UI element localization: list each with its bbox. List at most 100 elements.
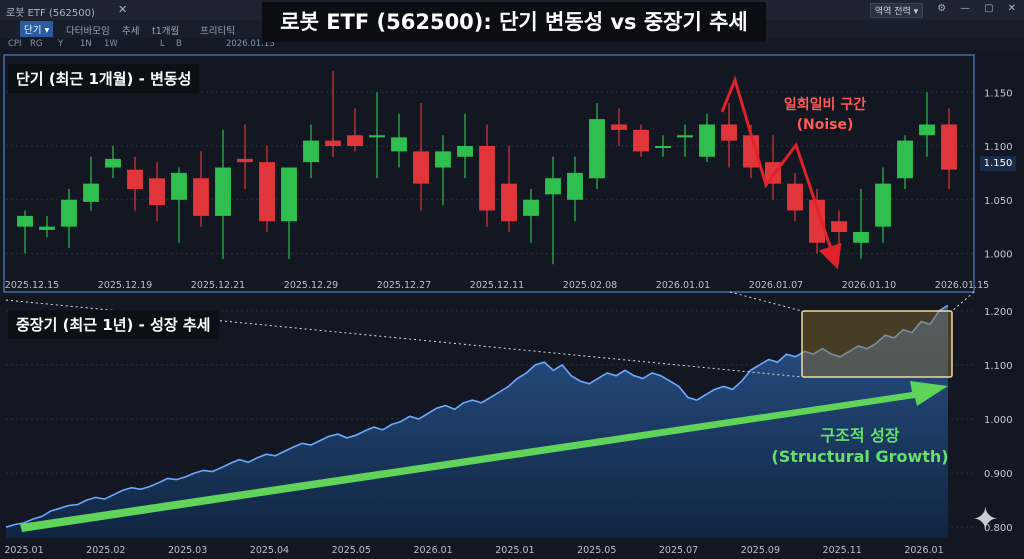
- bottom-x-tick-label: 2025.04: [250, 545, 289, 556]
- top-y-tick-label: 1.100: [984, 142, 1013, 153]
- zoom-highlight-box: [801, 310, 953, 378]
- bottom-x-tick-label: 2025.05: [332, 545, 371, 556]
- candle-body: [765, 162, 781, 184]
- candle-body: [171, 172, 187, 200]
- candle-body: [369, 135, 385, 138]
- top-x-tick-label: 2025.12.29: [284, 280, 338, 291]
- candle: [215, 129, 231, 259]
- candle: [853, 189, 869, 259]
- subbar-date: 2026.01.15: [226, 39, 275, 49]
- indicator-cpi[interactable]: CPI: [8, 39, 22, 49]
- candle: [655, 135, 671, 157]
- bottom-x-tick-label: 2026.01: [413, 545, 452, 556]
- window-controls: 역역 전력 ▾ ⚙ — ▢ ✕: [869, 3, 1016, 18]
- settings-icon[interactable]: ⚙: [937, 3, 947, 14]
- candle-body: [39, 226, 55, 230]
- indicator-l[interactable]: L: [160, 39, 165, 49]
- close-icon[interactable]: ✕: [118, 3, 128, 16]
- app-title: 로봇 ETF (562500): [6, 8, 95, 19]
- candle: [545, 156, 561, 265]
- minimize-icon[interactable]: —: [960, 3, 971, 14]
- top-x-tick-label: 2025.02.08: [563, 280, 617, 291]
- candle-body: [237, 158, 253, 163]
- candle: [787, 172, 803, 222]
- growth-annotation-line2: (Structural Growth): [771, 447, 949, 466]
- candle-body: [347, 135, 363, 146]
- candle: [721, 103, 737, 168]
- candle: [391, 113, 407, 168]
- top-x-tick-label: 2026.01.10: [842, 280, 896, 291]
- candle: [259, 146, 275, 232]
- indicator-1n[interactable]: 1N: [80, 39, 92, 49]
- candle: [17, 210, 33, 254]
- tab-short-term[interactable]: 단기 ▾: [20, 21, 54, 37]
- candle: [589, 103, 605, 189]
- candle: [83, 156, 99, 211]
- candle: [501, 146, 517, 232]
- sparkle-icon: ✦: [972, 500, 999, 538]
- candle-body: [215, 167, 231, 216]
- candle-body: [149, 178, 165, 206]
- candle-body: [501, 183, 517, 222]
- candle: [325, 70, 341, 157]
- candle-body: [831, 221, 847, 232]
- candle: [435, 135, 451, 206]
- candle-body: [193, 178, 209, 216]
- indicator-1w[interactable]: 1W: [104, 39, 118, 49]
- candle-body: [787, 183, 803, 211]
- bottom-x-tick-label: 2025.11: [823, 545, 862, 556]
- window-close-icon[interactable]: ✕: [1007, 3, 1016, 14]
- noise-annotation: 일희일비 구간 (Noise): [760, 95, 890, 135]
- bottom-x-tick-label: 2025.07: [659, 545, 698, 556]
- candle-body: [655, 146, 671, 148]
- candle-body: [721, 124, 737, 141]
- candle-body: [523, 199, 539, 216]
- top-x-tick-label: 2026.01.15: [935, 280, 989, 291]
- candle: [237, 124, 253, 189]
- tab-trend[interactable]: 추세: [122, 26, 140, 37]
- tab-multi-bar[interactable]: 다터바모임: [66, 26, 110, 37]
- lang-button[interactable]: 역역 전력 ▾: [869, 3, 924, 18]
- candle: [347, 108, 363, 152]
- candle: [479, 124, 495, 227]
- top-x-tick-label: 2026.01.07: [749, 280, 803, 291]
- candle: [149, 162, 165, 222]
- candle-body: [567, 172, 583, 200]
- noise-annotation-line1: 일희일비 구간: [783, 97, 867, 113]
- bottom-x-tick-label: 2025.02: [86, 545, 125, 556]
- bottom-x-tick-label: 2026.01: [904, 545, 943, 556]
- noise-arrow: [720, 75, 842, 270]
- tab-one-month[interactable]: t1개월: [152, 26, 180, 37]
- growth-trend-arrow: [20, 381, 948, 532]
- candle-body: [303, 140, 319, 163]
- candle-body: [699, 124, 715, 157]
- top-y-tick-label: 1.050: [984, 196, 1013, 207]
- candle-body: [105, 158, 121, 168]
- bottom-x-tick-label: 2025.01: [495, 545, 534, 556]
- candle-body: [281, 167, 297, 222]
- bottom-y-tick-label: 0.800: [984, 523, 1013, 534]
- candle-body: [919, 124, 935, 136]
- indicator-rg[interactable]: RG: [30, 39, 43, 49]
- candle: [105, 146, 121, 179]
- candle: [809, 189, 825, 254]
- bottom-panel-label: 중장기 (최근 1년) - 성장 추세: [8, 310, 219, 339]
- candle: [765, 135, 781, 200]
- candle-body: [545, 178, 561, 195]
- indicator-bar: CPI RG Y 1N 1W L B 2026.01.15: [0, 38, 1024, 50]
- maximize-icon[interactable]: ▢: [984, 3, 994, 14]
- tab-pretty-tick[interactable]: 프리티틱: [200, 26, 235, 37]
- growth-annotation: 구조적 성장 (Structural Growth): [765, 425, 955, 467]
- indicator-b[interactable]: B: [176, 39, 182, 49]
- candle-body: [611, 124, 627, 130]
- candle: [303, 124, 319, 179]
- indicator-y[interactable]: Y: [58, 39, 64, 49]
- top-x-tick-label: 2025.12.11: [470, 280, 524, 291]
- bottom-y-tick-label: 1.200: [984, 307, 1013, 318]
- candle-body: [875, 183, 891, 227]
- candle-body: [589, 119, 605, 179]
- candle: [875, 167, 891, 243]
- candle: [523, 189, 539, 243]
- noise-annotation-line2: (Noise): [796, 117, 854, 133]
